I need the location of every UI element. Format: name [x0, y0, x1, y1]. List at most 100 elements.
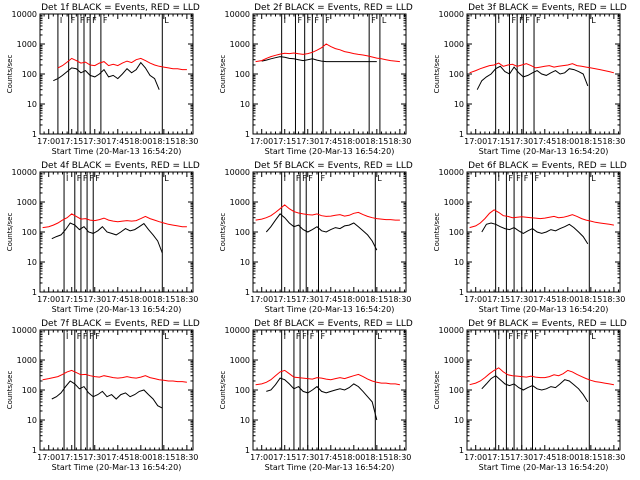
interval-marker-label: L	[164, 174, 169, 183]
interval-marker-label: F	[536, 16, 541, 25]
interval-marker-label: I	[66, 332, 68, 341]
lld-series-line	[255, 204, 400, 221]
x-tick-label: 18:00	[556, 137, 579, 146]
interval-marker-label: F	[534, 174, 539, 183]
interval-marker-label: F	[71, 16, 76, 25]
interval-marker-label: F	[92, 16, 97, 25]
chart-title: Det 7f BLACK = Events, RED = LLD	[41, 319, 200, 329]
interval-marker-label: F	[80, 16, 85, 25]
x-tick-label: 17:30	[296, 137, 319, 146]
interval-marker-label: F	[508, 332, 513, 341]
y-tick-label: 10	[454, 416, 464, 425]
x-tick-label: 17:15	[60, 295, 83, 304]
interval-marker-label: L	[377, 174, 382, 183]
chart-panel: Det 4f BLACK = Events, RED = LLD 1 10 100 10…	[6, 161, 200, 314]
x-tick-label: 18:00	[129, 137, 152, 146]
interval-marker-label: F	[307, 16, 312, 25]
events-series-line	[265, 213, 378, 251]
x-tick-label: 17:00	[250, 137, 273, 146]
y-tick-label: 1000	[444, 198, 464, 207]
x-tick-label: 17:30	[510, 453, 533, 462]
interval-marker-label: F	[103, 16, 108, 25]
x-tick-label: 17:15	[60, 453, 83, 462]
x-axis-label: Start Time (20-Mar-13 16:54:20)	[52, 305, 182, 314]
interval-marker-label: F	[296, 174, 301, 183]
x-tick-label: 17:00	[37, 137, 60, 146]
y-tick-label: 10000	[225, 10, 250, 19]
interval-marker-label: F	[371, 16, 376, 25]
x-tick-label: 17:30	[83, 137, 106, 146]
y-tick-label: 10000	[12, 168, 37, 177]
x-tick-label: 17:00	[464, 137, 487, 146]
interval-marker-label: I	[66, 174, 68, 183]
x-tick-label: 17:15	[60, 137, 83, 146]
y-tick-label: 100	[235, 228, 250, 237]
y-tick-label: 1000	[17, 198, 37, 207]
y-tick-label: 10	[454, 258, 464, 267]
interval-marker-label: F	[83, 332, 88, 341]
y-axis-label: Counts/sec	[433, 55, 441, 94]
y-tick-label: 100	[22, 228, 37, 237]
x-tick-label: 17:15	[487, 137, 510, 146]
y-tick-label: 1000	[230, 40, 250, 49]
chart-title: Det 1f BLACK = Events, RED = LLD	[41, 3, 200, 13]
interval-marker-label: L	[377, 332, 382, 341]
x-tick-label: 18:30	[388, 137, 411, 146]
chart-title: Det 9f BLACK = Events, RED = LLD	[468, 319, 627, 329]
interval-marker-label: F	[89, 332, 94, 341]
interval-marker-label: F	[525, 16, 530, 25]
y-axis-label: Counts/sec	[219, 213, 227, 252]
plot-frame	[252, 13, 407, 135]
y-axis-label: Counts/sec	[6, 55, 14, 94]
x-tick-label: 17:00	[464, 295, 487, 304]
interval-marker-label: F	[320, 332, 325, 341]
chart-panel: Det 3f BLACK = Events, RED = LLD 1 10 100 10…	[433, 3, 627, 156]
chart-title: Det 6f BLACK = Events, RED = LLD	[468, 161, 627, 171]
chart-title: Det 4f BLACK = Events, RED = LLD	[41, 161, 200, 171]
interval-marker-label: F	[511, 16, 516, 25]
y-tick-label: 1000	[17, 356, 37, 365]
y-axis-label: Counts/sec	[433, 371, 441, 410]
x-tick-label: 18:00	[556, 295, 579, 304]
chart-title: Det 2f BLACK = Events, RED = LLD	[254, 3, 413, 13]
events-series-line	[266, 377, 378, 421]
x-tick-label: 17:30	[296, 295, 319, 304]
interval-marker-label: F	[516, 332, 521, 341]
interval-marker-label: F	[77, 332, 82, 341]
y-tick-label: 100	[22, 386, 37, 395]
interval-marker-label: L	[382, 16, 387, 25]
y-tick-label: 1000	[444, 356, 464, 365]
chart-title: Det 8f BLACK = Events, RED = LLD	[254, 319, 413, 329]
chart-panel: Det 9f BLACK = Events, RED = LLD 1 10 100 10…	[433, 319, 627, 472]
lld-series-line	[255, 369, 400, 386]
y-axis-label: Counts/sec	[219, 371, 227, 410]
chart-panel: Det 6f BLACK = Events, RED = LLD 1 10 100 10…	[433, 161, 627, 314]
interval-marker-label: I	[284, 174, 286, 183]
interval-marker-label: F	[308, 174, 313, 183]
plot-frame	[466, 171, 621, 293]
interval-marker-label: F	[89, 174, 94, 183]
x-tick-label: 17:15	[273, 295, 296, 304]
interval-marker-label: F	[524, 332, 529, 341]
y-tick-label: 1	[459, 288, 464, 297]
chart-panel: Det 2f BLACK = Events, RED = LLD 1 10 100 10…	[219, 3, 413, 156]
y-tick-label: 1	[245, 288, 250, 297]
interval-marker-label: F	[77, 174, 82, 183]
interval-marker-label: I	[498, 16, 500, 25]
interval-marker-label: F	[516, 174, 521, 183]
interval-marker-label: L	[591, 332, 596, 341]
interval-marker-label: F	[86, 16, 91, 25]
y-tick-label: 1000	[444, 40, 464, 49]
events-series-line	[476, 65, 589, 90]
plot-frame	[252, 171, 407, 293]
x-tick-label: 18:15	[365, 295, 388, 304]
interval-marker-label: F	[534, 332, 539, 341]
events-series-line	[481, 375, 589, 403]
x-tick-label: 17:00	[250, 453, 273, 462]
lld-series-line	[42, 369, 187, 383]
y-tick-label: 10000	[439, 10, 464, 19]
x-tick-label: 17:45	[106, 453, 129, 462]
y-tick-label: 10000	[439, 168, 464, 177]
lld-series-line	[469, 62, 615, 74]
interval-marker-label: F	[524, 174, 529, 183]
